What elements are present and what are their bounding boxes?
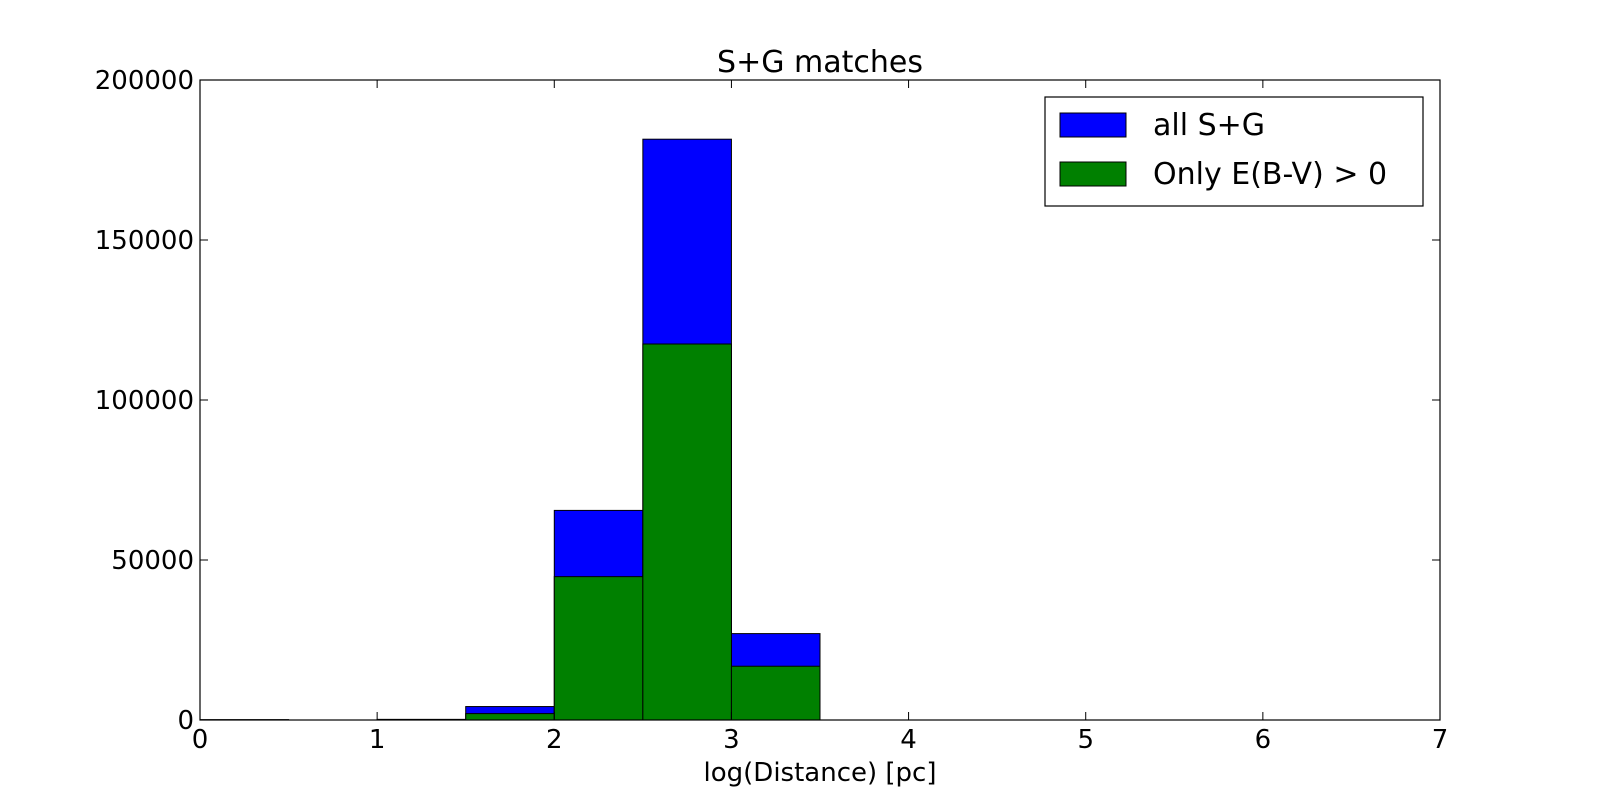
x-tick-label: 2 xyxy=(546,725,563,755)
x-tick-label: 1 xyxy=(369,725,386,755)
y-tick-label: 100000 xyxy=(95,386,194,416)
x-axis-label: log(Distance) [pc] xyxy=(704,758,937,788)
plot-frame xyxy=(199,79,1441,721)
bar-series2-bin7 xyxy=(730,665,821,721)
legend-swatch-1 xyxy=(1059,112,1127,138)
x-tick-label: 5 xyxy=(1077,725,1094,755)
y-tick-label: 200000 xyxy=(95,66,194,96)
legend-swatch-2 xyxy=(1059,161,1127,187)
x-tick-label: 7 xyxy=(1432,725,1449,755)
y-tick-label: 0 xyxy=(177,706,194,736)
bar-series2-bin5 xyxy=(553,576,644,721)
legend: all S+G Only E(B-V) > 0 xyxy=(1044,96,1424,207)
y-tick-label: 50000 xyxy=(111,546,194,576)
bar-series2-bin4 xyxy=(465,713,555,721)
ticks-group: 0 1 2 3 4 5 6 7 0 50000 100000 150000 200000 xyxy=(95,66,1449,755)
x-tick-label: 6 xyxy=(1255,725,1272,755)
legend-label-1: all S+G xyxy=(1153,108,1265,143)
y-tick-label: 150000 xyxy=(95,226,194,256)
x-tick-label: 4 xyxy=(900,725,917,755)
bar-series2-bin6 xyxy=(642,343,732,721)
legend-label-2: Only E(B-V) > 0 xyxy=(1153,157,1387,192)
bars-group xyxy=(199,138,821,721)
x-tick-label: 3 xyxy=(723,725,740,755)
chart-title: S+G matches xyxy=(717,45,923,80)
x-tick-label: 0 xyxy=(192,725,209,755)
